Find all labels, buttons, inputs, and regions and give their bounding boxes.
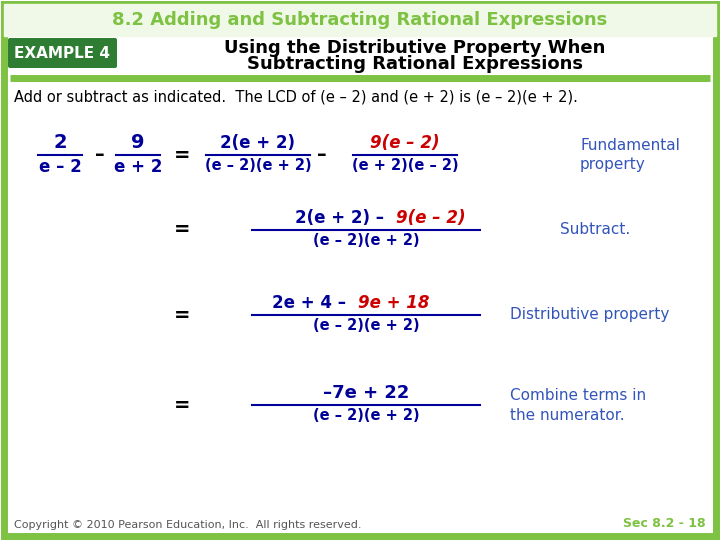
Text: –: – bbox=[318, 145, 327, 165]
Text: 2e + 4 –: 2e + 4 – bbox=[272, 294, 352, 312]
Text: Sec 8.2 - 18: Sec 8.2 - 18 bbox=[624, 517, 706, 530]
Text: e – 2: e – 2 bbox=[39, 158, 81, 176]
Text: (e – 2)(e + 2): (e – 2)(e + 2) bbox=[312, 233, 419, 248]
Text: 2(e + 2): 2(e + 2) bbox=[220, 134, 295, 152]
FancyBboxPatch shape bbox=[8, 38, 117, 68]
Text: =: = bbox=[174, 395, 190, 415]
Bar bbox=[4, 4, 716, 36]
Text: Using the Distributive Property When: Using the Distributive Property When bbox=[225, 39, 606, 57]
Text: (e – 2)(e + 2): (e – 2)(e + 2) bbox=[204, 158, 311, 173]
Text: (e – 2)(e + 2): (e – 2)(e + 2) bbox=[312, 408, 419, 423]
Text: 2: 2 bbox=[53, 133, 67, 152]
Text: 8.2 Adding and Subtracting Rational Expressions: 8.2 Adding and Subtracting Rational Expr… bbox=[112, 11, 608, 29]
Text: Subtract.: Subtract. bbox=[560, 222, 630, 238]
Text: 9(e – 2): 9(e – 2) bbox=[396, 209, 466, 227]
Text: Distributive property: Distributive property bbox=[510, 307, 670, 322]
Text: property: property bbox=[580, 158, 646, 172]
Text: the numerator.: the numerator. bbox=[510, 408, 625, 422]
Text: 2(e + 2) –: 2(e + 2) – bbox=[295, 209, 390, 227]
Text: –7e + 22: –7e + 22 bbox=[323, 384, 409, 402]
Text: e + 2: e + 2 bbox=[114, 158, 162, 176]
Text: =: = bbox=[174, 220, 190, 240]
Text: –: – bbox=[95, 145, 105, 165]
Text: 9: 9 bbox=[131, 133, 145, 152]
Text: 9(e – 2): 9(e – 2) bbox=[370, 134, 440, 152]
Text: 9e + 18: 9e + 18 bbox=[358, 294, 430, 312]
Text: (e – 2)(e + 2): (e – 2)(e + 2) bbox=[312, 318, 419, 333]
Text: Copyright © 2010 Pearson Education, Inc.  All rights reserved.: Copyright © 2010 Pearson Education, Inc.… bbox=[14, 520, 361, 530]
Text: Subtracting Rational Expressions: Subtracting Rational Expressions bbox=[247, 55, 583, 73]
Text: =: = bbox=[174, 306, 190, 325]
Text: (e + 2)(e – 2): (e + 2)(e – 2) bbox=[351, 158, 459, 173]
Text: Add or subtract as indicated.  The LCD of (e – 2) and (e + 2) is (e – 2)(e + 2).: Add or subtract as indicated. The LCD of… bbox=[14, 90, 578, 105]
FancyBboxPatch shape bbox=[4, 4, 716, 536]
Text: Fundamental: Fundamental bbox=[580, 138, 680, 152]
Text: =: = bbox=[174, 145, 190, 165]
Text: Combine terms in: Combine terms in bbox=[510, 388, 646, 402]
Text: EXAMPLE 4: EXAMPLE 4 bbox=[14, 45, 110, 60]
